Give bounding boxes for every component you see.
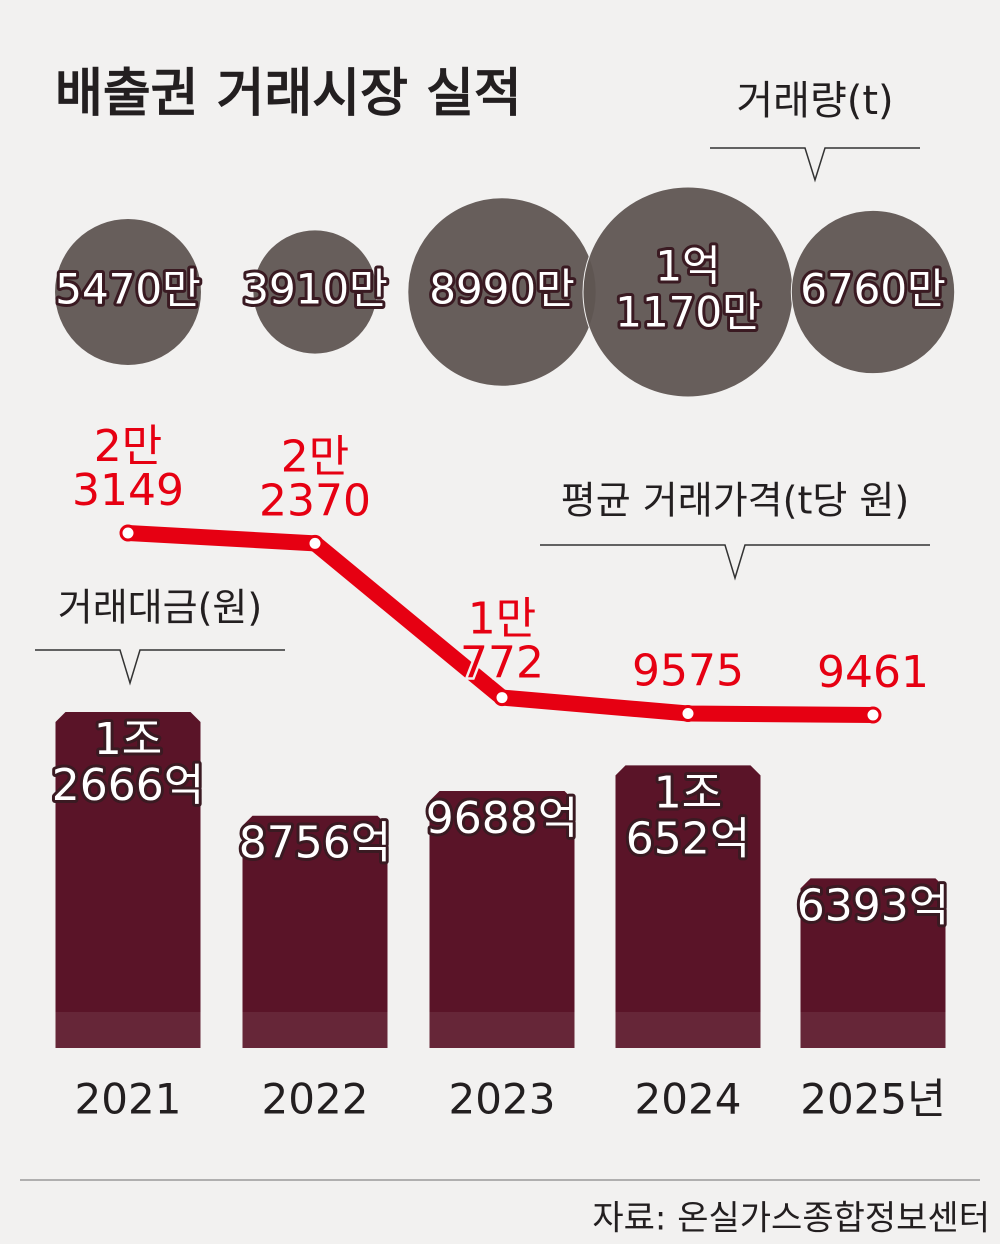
bar-shade [242,1012,388,1048]
bar [429,790,575,1048]
bar [615,765,761,1048]
x-tick-label: 2024 [635,1075,742,1124]
line-title: 평균 거래가격(t당 원) [561,479,909,523]
x-tick-label: 2021 [75,1075,182,1124]
point [119,524,137,542]
price-label: 772 [460,638,544,689]
bar-shade [615,1012,761,1048]
bar-label: 1조 [94,714,162,765]
price-label: 9575 [632,645,744,696]
bar [242,815,388,1048]
bubble [54,218,202,366]
bar [55,712,201,1048]
price-label: 2370 [259,475,371,526]
bubble-label: 1170만 [615,288,761,337]
point [306,534,324,552]
price-label: 3149 [72,465,184,516]
point [864,706,882,724]
bubble-label: 1억 [655,242,720,291]
bracket [35,649,285,686]
x-tick-label: 2022 [262,1075,369,1124]
price-label: 1만 [468,594,536,645]
bar-shade [429,1012,575,1048]
point [679,704,697,722]
bubble-label: 5470만 [55,265,201,314]
bubble-label: 8990만 [429,265,575,314]
bar-shade [55,1012,201,1048]
bar-label: 8756억 [239,818,391,869]
price-label: 2만 [281,431,349,482]
bar-label: 6393억 [797,880,949,931]
bubble-title: 거래량(t) [736,78,893,124]
bubble [252,229,378,355]
bar-shade [800,1012,946,1048]
bar-label: 1조 [654,767,722,818]
price-label: 9461 [817,647,929,698]
bubble-label: 3910만 [242,265,388,314]
bubble [790,209,956,375]
bar-title: 거래대금(원) [58,586,262,630]
price-label: 2만 [94,421,162,472]
source: 자료: 온실가스종합정보센터 [592,1199,990,1239]
bar-label: 2666억 [52,760,204,811]
bracket [710,147,920,183]
bubble-label: 6760만 [800,265,946,314]
chart-title: 배출권 거래시장 실적 [55,64,522,124]
bar-label: 652억 [626,813,750,864]
bracket [540,544,930,581]
point [493,689,511,707]
x-tick-label: 2025년 [800,1075,946,1124]
bar [800,878,946,1048]
x-tick-label: 2023 [449,1075,556,1124]
bar-label: 9688억 [426,793,578,844]
